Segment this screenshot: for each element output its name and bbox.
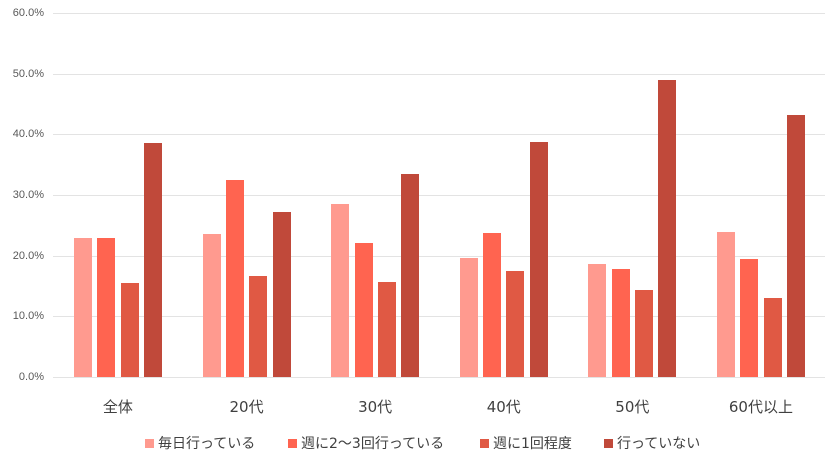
bar [354, 242, 373, 377]
y-tick-label: 0.0% [18, 371, 44, 383]
legend: 毎日行っている 週に2〜3回行っている 週に1回程度 行っていない [0, 433, 840, 455]
legend-item: 毎日行っている [145, 433, 255, 453]
gridline [53, 73, 825, 75]
legend-label: 毎日行っている [158, 436, 256, 452]
legend-swatch-icon [604, 438, 613, 448]
legend-swatch-icon [145, 438, 154, 448]
y-tick-label: 60.0% [12, 7, 44, 19]
gridline [53, 316, 825, 318]
bar [658, 79, 677, 377]
bar [740, 258, 759, 377]
bar [97, 238, 116, 377]
bar [74, 238, 92, 377]
bar [506, 270, 525, 377]
bar [635, 289, 653, 377]
bar [272, 211, 291, 377]
legend-label: 週に2〜3回行っている [301, 436, 445, 452]
legend-item: 週に2〜3回行っている [288, 433, 444, 453]
bar [143, 142, 162, 377]
bar [786, 114, 805, 377]
gridline [53, 13, 825, 14]
bar [202, 233, 221, 377]
legend-label: 行っていない [617, 436, 701, 452]
bar [331, 204, 350, 377]
x-category-label: 60代以上 [728, 398, 793, 416]
x-category-label: 20代 [229, 398, 264, 416]
y-tick-label: 10.0% [12, 310, 44, 323]
legend-label: 週に1回程度 [493, 436, 572, 452]
x-category-label: 40代 [486, 398, 521, 416]
gridline [53, 134, 825, 136]
bar [459, 258, 478, 377]
legend-swatch-icon [480, 438, 489, 448]
y-tick-label: 20.0% [12, 249, 44, 262]
y-tick-label: 50.0% [12, 67, 44, 80]
gridline [53, 195, 825, 196]
bar [483, 232, 502, 377]
bar [588, 264, 607, 377]
x-category-label: 全体 [102, 398, 133, 416]
legend-item: 行っていない [604, 433, 700, 453]
bar [225, 179, 244, 377]
legend-swatch-icon [288, 438, 297, 448]
gridline [53, 377, 825, 378]
bar [763, 298, 782, 377]
y-tick-label: 30.0% [12, 189, 44, 201]
bar [611, 269, 630, 377]
gridline [53, 255, 825, 257]
bar [120, 282, 139, 377]
legend-item: 週に1回程度 [480, 433, 572, 453]
bar [377, 281, 396, 377]
bar [401, 173, 420, 377]
x-category-label: 30代 [358, 398, 393, 416]
y-tick-label: 40.0% [12, 128, 44, 141]
bar [529, 141, 548, 377]
bar [717, 232, 735, 377]
bar [249, 275, 268, 377]
x-category-label: 50代 [615, 398, 650, 416]
